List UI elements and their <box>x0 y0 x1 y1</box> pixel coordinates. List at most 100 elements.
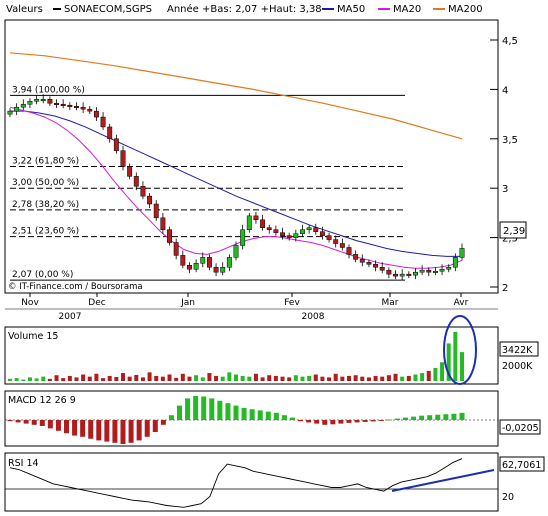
candle-body <box>7 110 13 115</box>
volume-bar <box>94 373 99 381</box>
legend-ma200: MA200 <box>448 4 483 15</box>
volume-bar <box>74 377 79 381</box>
volume-bar <box>114 376 119 381</box>
ma200-line <box>9 52 463 140</box>
candle-body <box>406 273 412 276</box>
macd-bar <box>96 420 102 441</box>
volume-bar <box>234 374 238 381</box>
volume-bar <box>313 374 318 381</box>
macd-bar <box>168 415 174 420</box>
candle-body <box>120 150 126 167</box>
volume-bar <box>101 378 106 381</box>
candle-body <box>399 273 405 277</box>
price-candles <box>7 94 465 281</box>
month-label: Jan <box>180 298 195 308</box>
volume-tick-low: 2000K <box>502 361 533 372</box>
candle-body <box>47 99 53 104</box>
volume-bar <box>380 376 385 381</box>
price-tick-label: 3,5 <box>502 135 518 146</box>
candle-body <box>80 106 86 110</box>
candle-body <box>14 106 20 112</box>
candle-body <box>133 176 139 187</box>
price-panel-frame <box>4 19 499 294</box>
candle-body <box>180 255 186 266</box>
volume-bar <box>8 378 12 381</box>
fib-level-label: 2,07 (0,00 %) <box>12 270 73 280</box>
volume-bar <box>147 372 152 381</box>
candle-body <box>413 271 418 276</box>
candle-body <box>306 227 312 230</box>
volume-bar <box>54 375 59 381</box>
ticker-swatch <box>53 8 61 10</box>
macd-bar <box>152 420 158 432</box>
candle-body <box>213 266 219 273</box>
candle-body <box>173 242 179 256</box>
macd-bar <box>201 396 207 420</box>
volume-bar <box>81 374 86 381</box>
chart-header: Valeurs SONAECOM,SGPS Année +Bas: 2,07 +… <box>6 3 483 15</box>
macd-bar <box>160 420 166 425</box>
macd-bar <box>443 414 449 420</box>
candle-body <box>147 195 153 205</box>
candle-body <box>153 203 159 219</box>
volume-bar <box>413 374 418 381</box>
macd-bar <box>338 420 344 424</box>
month-label: Dec <box>88 298 105 308</box>
volume-bars <box>8 331 464 381</box>
candle-body <box>87 108 93 112</box>
macd-bar <box>80 420 86 437</box>
macd-bar <box>39 420 45 426</box>
volume-bar <box>307 375 312 381</box>
candle-body <box>20 103 26 108</box>
volume-bar <box>393 373 398 381</box>
macd-value-box <box>499 419 541 435</box>
legend-ma50: MA50 <box>337 4 365 15</box>
volume-bar <box>140 377 145 381</box>
macd-bar <box>136 420 142 441</box>
macd-bar <box>290 417 295 420</box>
candle-body <box>67 104 73 107</box>
candle-body <box>240 229 246 246</box>
candle-body <box>273 229 279 233</box>
macd-bar <box>322 420 328 425</box>
volume-bar <box>293 375 298 381</box>
volume-bar <box>366 377 371 381</box>
candle-body <box>432 270 438 273</box>
candle-body <box>100 116 106 128</box>
price-tick-label: 2 <box>502 283 508 294</box>
month-label: Mar <box>382 298 399 308</box>
candle-body <box>439 268 445 272</box>
macd-bar <box>55 420 61 431</box>
macd-bar <box>370 420 376 422</box>
price-tick-label: 3 <box>502 184 508 195</box>
candle-body <box>419 269 425 273</box>
macd-bar <box>427 415 433 420</box>
macd-bar <box>193 396 199 420</box>
candle-body <box>226 257 232 268</box>
candle-body <box>74 105 79 108</box>
volume-bar <box>446 343 451 381</box>
macd-bar <box>64 420 69 434</box>
volume-bar <box>406 375 411 381</box>
current-price-box <box>499 221 527 239</box>
macd-bar <box>378 420 384 421</box>
candle-body <box>220 266 226 273</box>
volume-bar <box>47 378 52 381</box>
macd-bar <box>273 412 279 420</box>
candle-body <box>280 232 285 236</box>
volume-bar <box>21 379 26 381</box>
candle-body <box>452 257 458 268</box>
volume-bar <box>360 376 365 381</box>
candle-body <box>253 215 259 221</box>
macd-bar <box>177 405 182 420</box>
volume-bar <box>134 374 139 381</box>
year-label: 2008 <box>302 312 325 322</box>
year-label: 2007 <box>59 312 82 322</box>
macd-bars <box>5 396 498 444</box>
header-ticker: SONAECOM,SGPS <box>64 4 152 15</box>
macd-bar <box>104 420 110 442</box>
fib-level-label: 2,51 (23,60 %) <box>12 227 79 237</box>
price-tick-label: 4,5 <box>502 36 518 47</box>
macd-bar <box>120 420 126 444</box>
price-gridlines <box>490 39 498 288</box>
